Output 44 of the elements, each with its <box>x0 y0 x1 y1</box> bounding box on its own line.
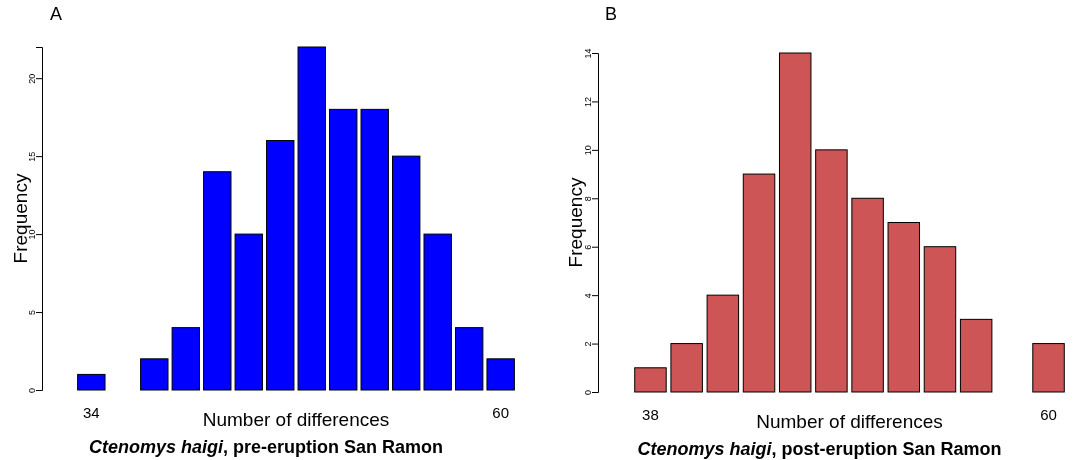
bar <box>234 233 263 391</box>
bar <box>297 46 326 391</box>
bar <box>77 373 106 391</box>
chart-title: B <box>605 4 618 24</box>
bar <box>486 358 515 391</box>
y-tick-label: 0 <box>26 387 37 394</box>
y-tick-label: 14 <box>582 48 593 59</box>
bar <box>140 358 169 391</box>
bar <box>778 52 812 393</box>
y-tick-label: 20 <box>26 73 37 84</box>
bar <box>959 318 993 393</box>
bar <box>329 108 358 391</box>
bar <box>742 173 776 393</box>
bar <box>670 343 703 393</box>
x-tick-label: 34 <box>82 404 100 421</box>
x-tick-label: 60 <box>1040 406 1057 423</box>
y-tick-label: 5 <box>26 310 37 316</box>
bar <box>923 246 957 393</box>
text: Ctenomys haigi, pre-eruption San Ramon <box>88 437 444 457</box>
bar <box>392 155 421 391</box>
x-axis-title: Number of differences <box>202 409 390 430</box>
chart-title: A <box>50 4 63 24</box>
bar <box>203 171 232 391</box>
bar <box>1032 343 1065 393</box>
x-axis-title: Number of differences <box>756 411 943 432</box>
y-tick-label: 0 <box>582 389 593 396</box>
y-tick-label: 4 <box>582 293 593 299</box>
bar <box>454 327 484 391</box>
bar <box>423 233 452 391</box>
bar <box>171 327 200 391</box>
bar <box>266 140 295 391</box>
x-tick-label: 60 <box>492 404 510 421</box>
y-tick-label: 10 <box>582 145 593 156</box>
y-tick-label: 2 <box>582 341 593 347</box>
text: Ctenomys haigi, post-eruption San Ramon <box>637 439 1002 459</box>
bar <box>634 367 667 393</box>
bar <box>706 294 740 393</box>
bar <box>851 197 884 393</box>
x-tick-label: 38 <box>642 406 659 423</box>
bar <box>815 149 848 393</box>
bar <box>887 222 921 393</box>
bar <box>360 108 389 391</box>
y-tick-label: 12 <box>582 96 593 107</box>
y-tick-label: 15 <box>26 151 37 162</box>
